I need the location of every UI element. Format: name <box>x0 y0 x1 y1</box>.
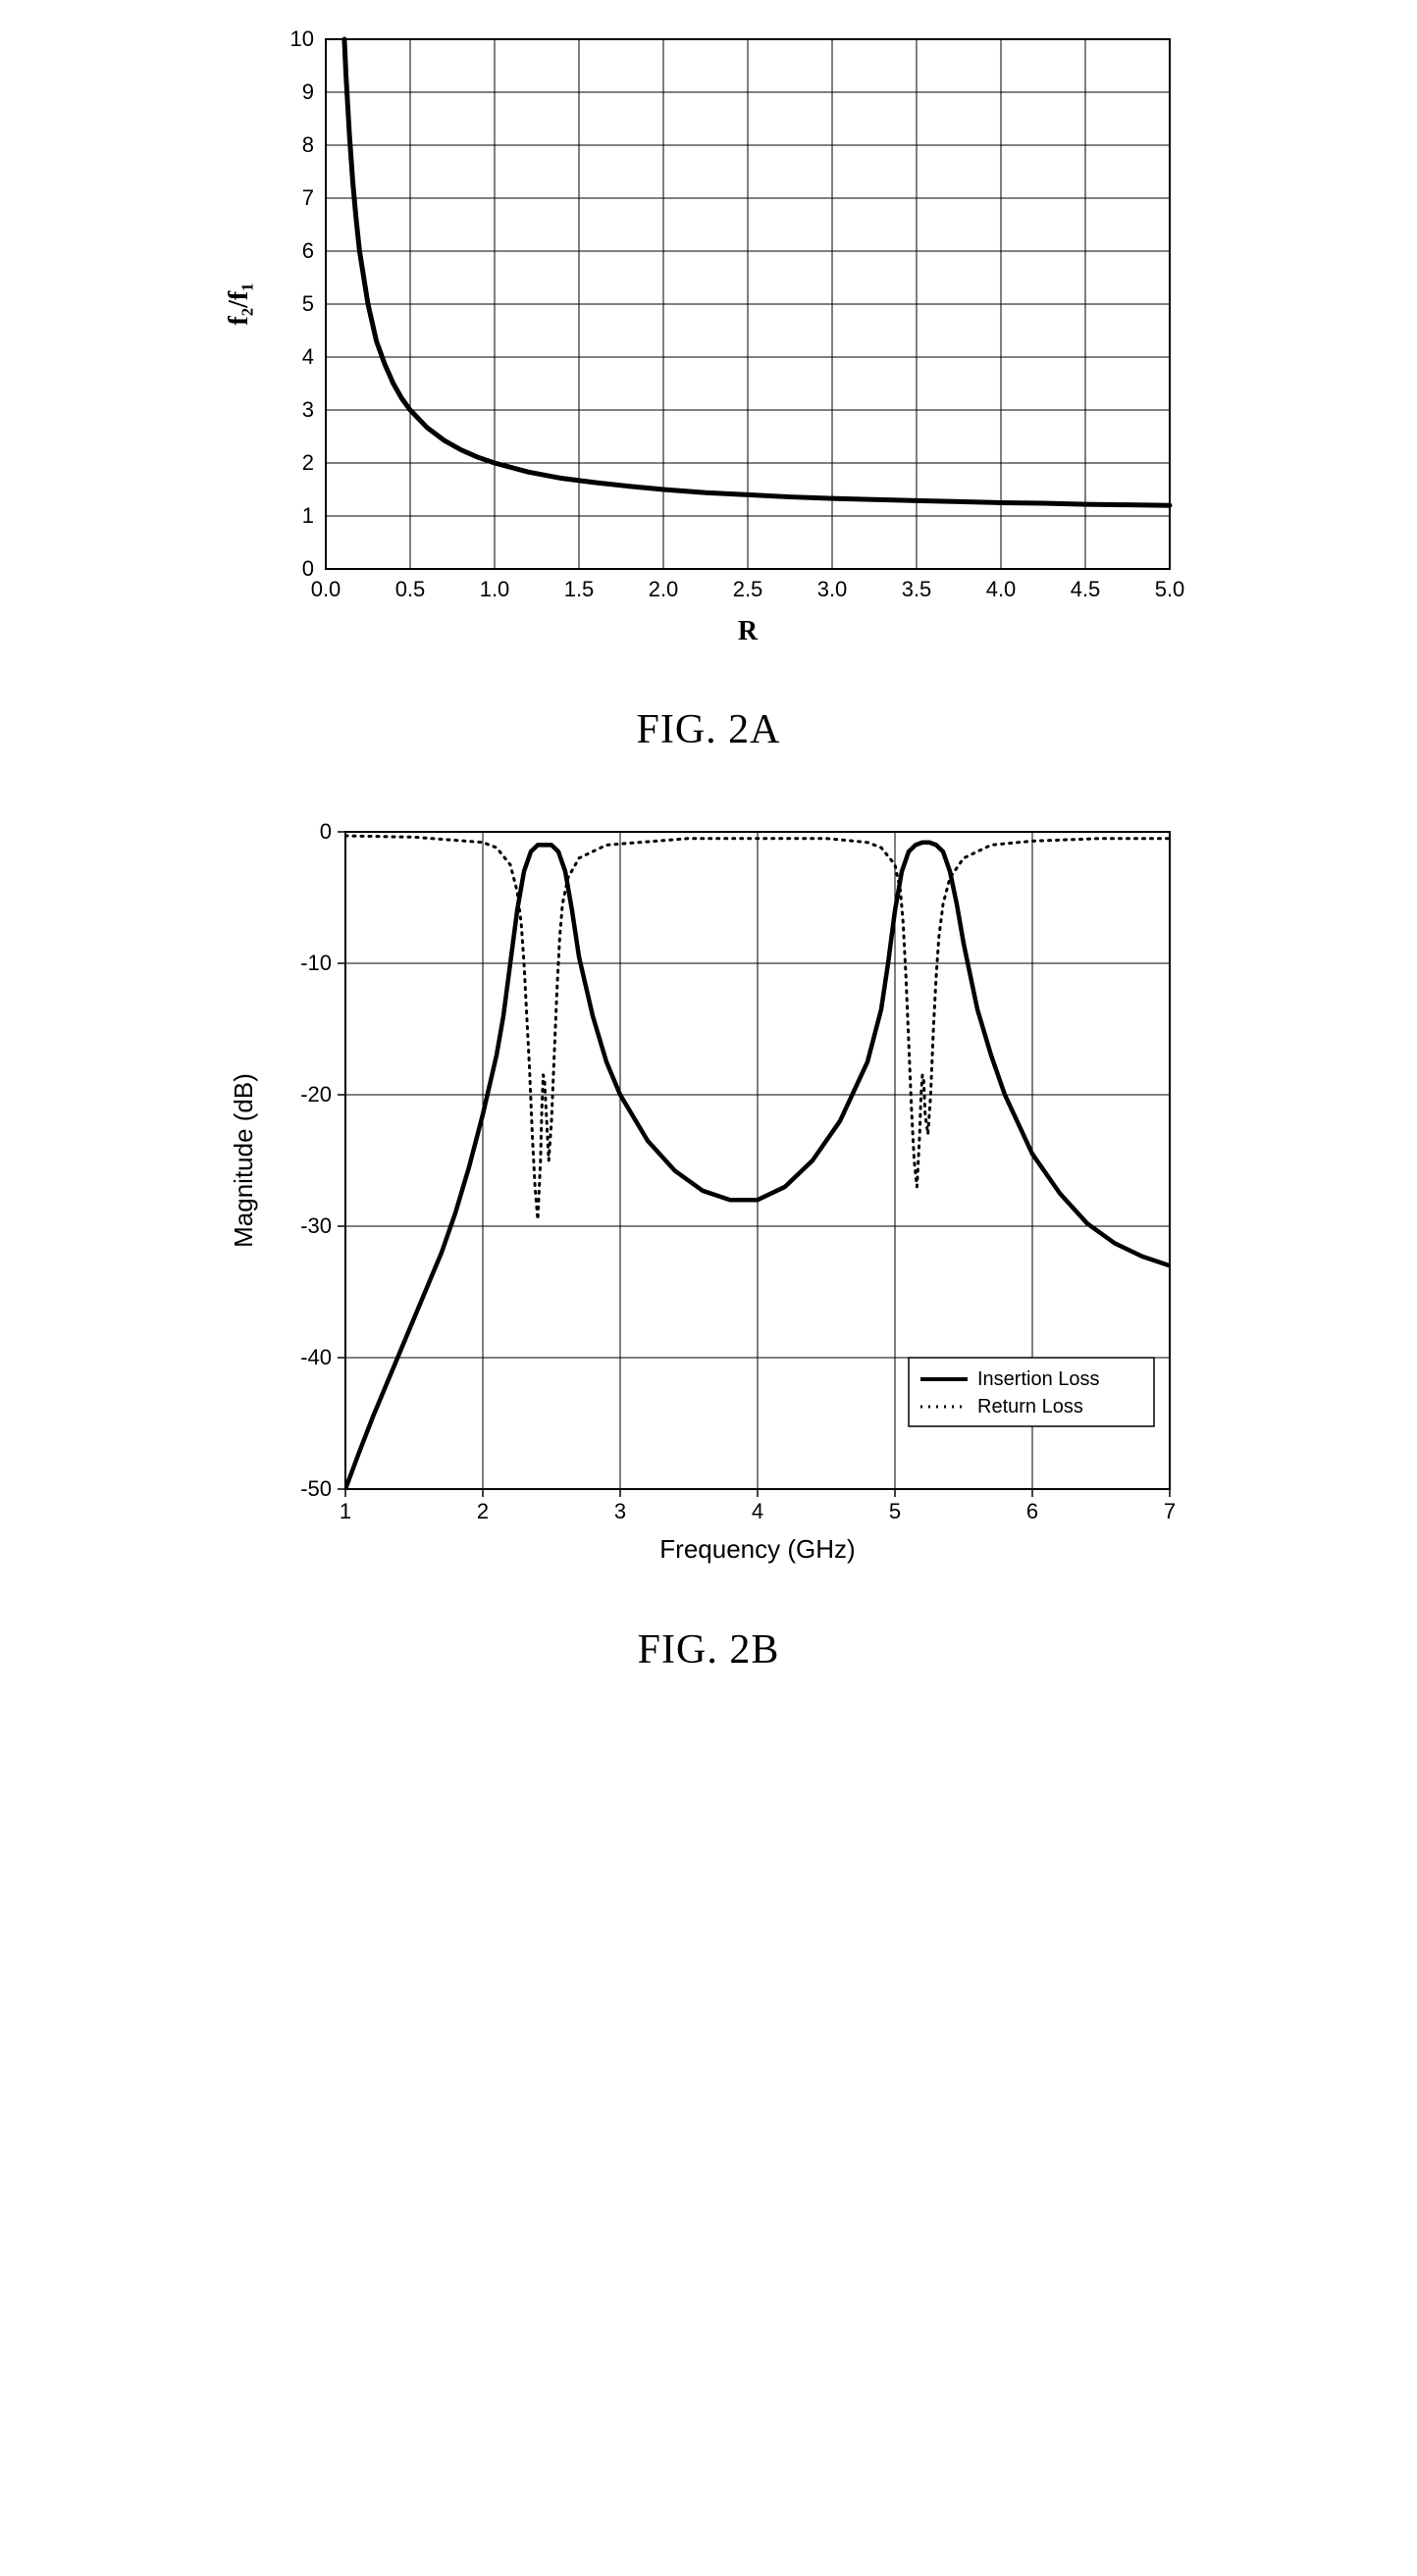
svg-text:4: 4 <box>752 1499 763 1523</box>
svg-text:0: 0 <box>320 819 332 844</box>
svg-text:1.5: 1.5 <box>564 577 595 601</box>
caption-fig-2a: FIG. 2A <box>636 706 780 753</box>
svg-text:3.5: 3.5 <box>902 577 932 601</box>
svg-text:2: 2 <box>477 1499 489 1523</box>
svg-text:-10: -10 <box>300 951 332 975</box>
svg-text:-40: -40 <box>300 1345 332 1369</box>
svg-text:5: 5 <box>302 291 314 316</box>
svg-text:8: 8 <box>302 132 314 157</box>
svg-text:-50: -50 <box>300 1476 332 1501</box>
svg-text:Insertion Loss: Insertion Loss <box>977 1368 1100 1390</box>
svg-text:Frequency (GHz): Frequency (GHz) <box>659 1534 855 1564</box>
svg-text:1.0: 1.0 <box>480 577 510 601</box>
svg-text:10: 10 <box>290 26 314 51</box>
svg-text:1: 1 <box>302 503 314 528</box>
svg-text:7: 7 <box>1164 1499 1176 1523</box>
svg-text:2: 2 <box>302 450 314 475</box>
svg-text:1: 1 <box>340 1499 351 1523</box>
svg-text:0: 0 <box>302 556 314 581</box>
svg-text:0.5: 0.5 <box>395 577 426 601</box>
svg-text:4.0: 4.0 <box>986 577 1017 601</box>
svg-text:4.5: 4.5 <box>1071 577 1101 601</box>
svg-text:Magnitude (dB): Magnitude (dB) <box>229 1073 258 1248</box>
svg-text:3: 3 <box>302 397 314 422</box>
svg-text:5: 5 <box>889 1499 901 1523</box>
svg-text:f₂/f₁: f₂/f₁ <box>224 283 254 325</box>
svg-text:2.0: 2.0 <box>649 577 679 601</box>
svg-text:2.5: 2.5 <box>733 577 763 601</box>
chart-fig-2b: 1 2 3 4 5 6 7 -50 -40 -30 -20 -10 0 Frequency (GHz) Ma… <box>218 812 1199 1577</box>
svg-text:9: 9 <box>302 79 314 104</box>
svg-text:-20: -20 <box>300 1082 332 1107</box>
svg-text:3.0: 3.0 <box>817 577 848 601</box>
svg-text:R: R <box>738 616 759 646</box>
svg-text:5.0: 5.0 <box>1155 577 1185 601</box>
svg-text:7: 7 <box>302 185 314 210</box>
svg-text:6: 6 <box>1026 1499 1038 1523</box>
svg-text:Return Loss: Return Loss <box>977 1396 1083 1417</box>
svg-text:-30: -30 <box>300 1213 332 1238</box>
svg-text:3: 3 <box>614 1499 626 1523</box>
svg-text:4: 4 <box>302 344 314 369</box>
caption-fig-2b: FIG. 2B <box>638 1626 780 1674</box>
svg-text:0.0: 0.0 <box>311 577 341 601</box>
chart-fig-2a: 0.0 0.5 1.0 1.5 2.0 2.5 3.0 3.5 4.0 4.5 5.0 0 1 2 3 4 5 6… <box>218 20 1199 657</box>
svg-text:6: 6 <box>302 238 314 263</box>
